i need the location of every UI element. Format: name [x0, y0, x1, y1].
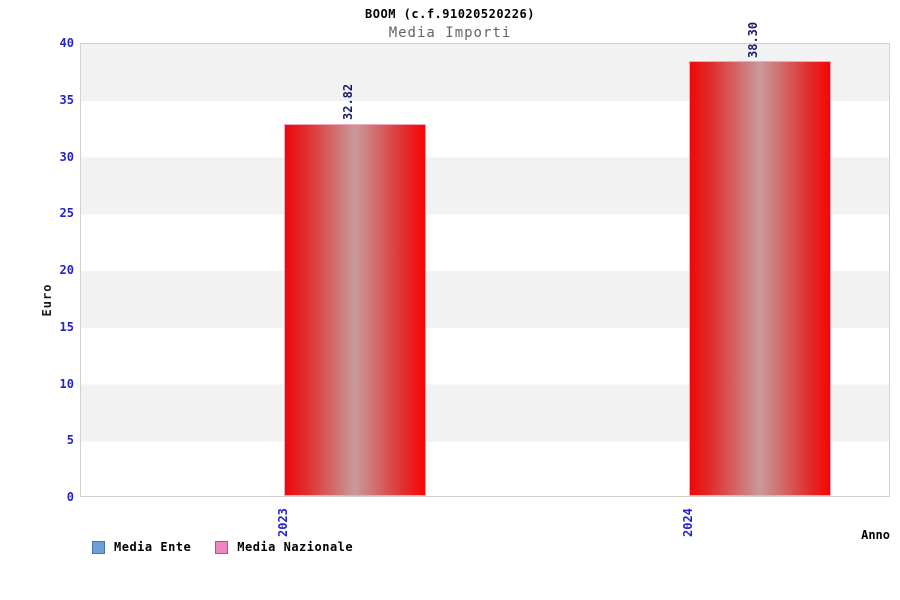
chart-title: BOOM (c.f.91020520226) — [365, 7, 535, 21]
y-tick-25: 25 — [59, 206, 74, 221]
legend-swatch-icon — [215, 540, 229, 554]
legend: Media Ente Media Nazionale — [92, 540, 353, 554]
y-tick-15: 15 — [59, 319, 74, 334]
bar-2024 — [689, 61, 831, 496]
y-tick-30: 30 — [59, 149, 74, 164]
y-tick-5: 5 — [66, 433, 74, 448]
legend-label: Media Nazionale — [237, 540, 354, 554]
legend-item: Media Ente — [92, 540, 191, 554]
y-tick-0: 0 — [66, 490, 74, 504]
y-tick-40: 40 — [59, 36, 74, 50]
y-tick-35: 35 — [59, 92, 74, 107]
x-axis-label: Anno — [861, 528, 890, 542]
legend-label: Media Ente — [114, 540, 192, 554]
y-axis-label: Euro — [40, 283, 54, 317]
bar-2023 — [284, 123, 426, 496]
y-tick-10: 10 — [59, 376, 74, 391]
bar-value-label-2023: 32.82 — [341, 84, 355, 121]
legend-swatch-icon — [92, 540, 105, 554]
plot-area — [80, 43, 890, 497]
bar-value-label-2024: 38.30 — [746, 22, 760, 59]
y-tick-20: 20 — [59, 263, 74, 277]
chart-subtitle: Media Importi — [388, 25, 512, 41]
legend-item: Media Nazionale — [215, 540, 353, 554]
